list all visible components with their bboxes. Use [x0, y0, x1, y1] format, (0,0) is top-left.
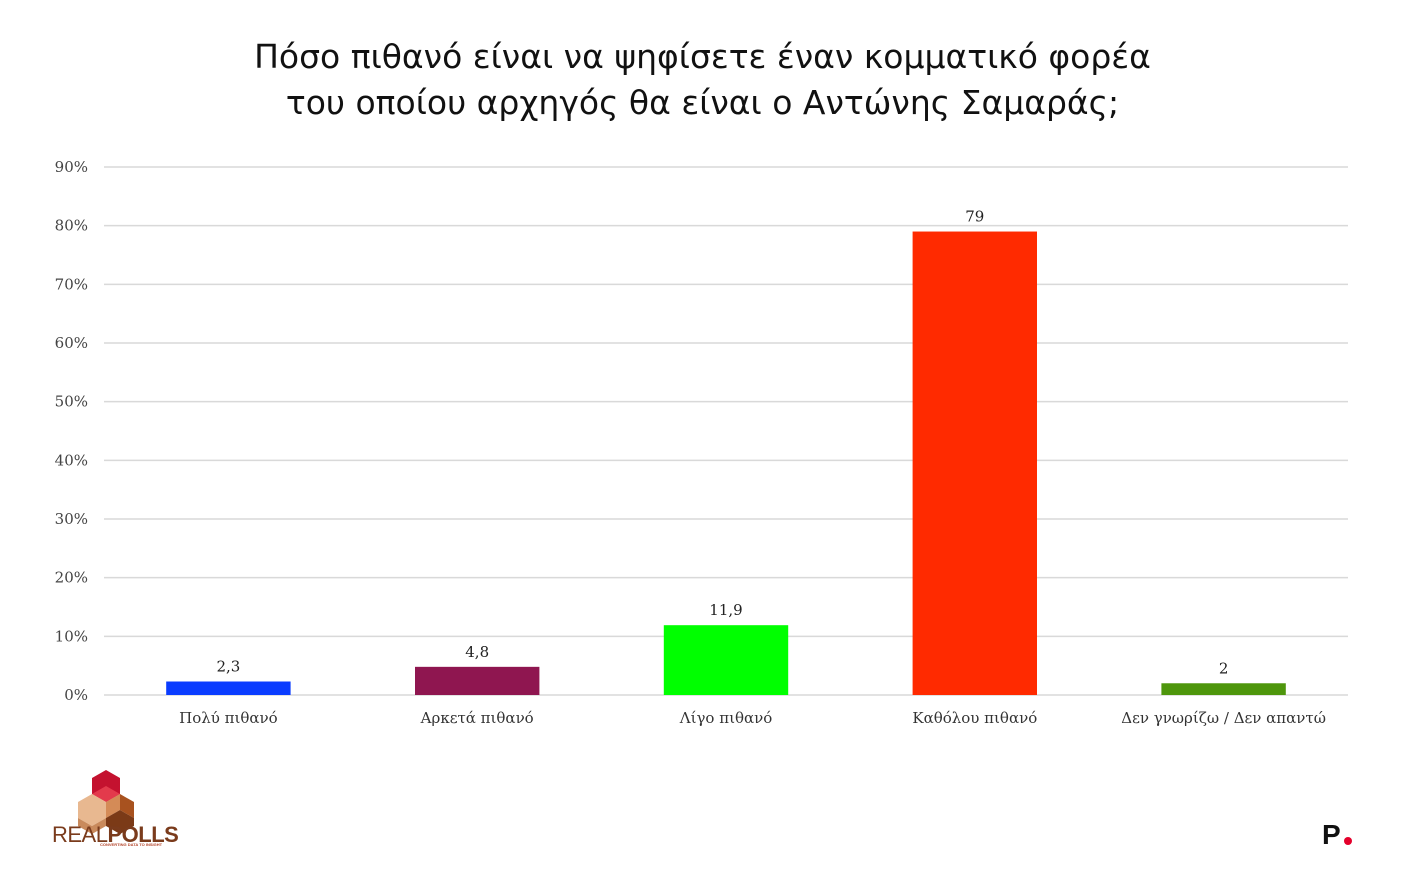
y-tick-label: 80% — [55, 217, 88, 235]
publisher-mark: P — [1322, 820, 1341, 848]
chart-title: Πόσο πιθανό είναι να ψηφίσετε έναν κομμα… — [0, 34, 1405, 126]
data-label: 4,8 — [465, 643, 489, 661]
y-tick-label: 50% — [55, 393, 88, 411]
data-label: 2,3 — [216, 658, 240, 676]
realpolls-logo-icon — [78, 770, 134, 834]
logo-tagline: CONVERTING DATA TO INSIGHT — [100, 842, 163, 847]
x-category-label: Καθόλου πιθανό — [912, 709, 1037, 727]
bar — [663, 625, 789, 695]
bar — [912, 231, 1037, 696]
x-category-label: Λίγο πιθανό — [679, 709, 773, 727]
logo-name-light: REAL — [52, 822, 108, 847]
x-category-label: Πολύ πιθανό — [179, 709, 278, 727]
chart-title-line-2: του οποίου αρχηγός θα είναι ο Αντώνης Σα… — [285, 83, 1120, 122]
data-label: 2 — [1219, 659, 1229, 677]
data-label: 79 — [965, 208, 984, 226]
y-tick-label: 70% — [55, 275, 88, 293]
x-category-label: Δεν γνωρίζω / Δεν απαντώ — [1121, 709, 1326, 727]
publisher-dot-icon — [1344, 837, 1352, 845]
chart-title-line-1: Πόσο πιθανό είναι να ψηφίσετε έναν κομμα… — [254, 37, 1151, 76]
y-tick-label: 90% — [55, 158, 88, 176]
y-tick-label: 10% — [55, 627, 88, 645]
bar-chart: 0% 10% 20% 30% 40% 50% 60% 70% 80% 90% 2,3 Πολύ πιθ… — [55, 158, 1348, 727]
bar — [1161, 683, 1286, 695]
realpolls-logo-text: REALPOLLS — [52, 822, 179, 848]
data-label: 11,9 — [709, 601, 742, 619]
y-tick-label: 60% — [55, 334, 88, 352]
y-tick-label: 30% — [55, 510, 88, 528]
publisher-logo-icon: P — [1322, 820, 1352, 848]
bar — [415, 666, 540, 695]
x-category-label: Αρκετά πιθανό — [420, 709, 534, 727]
y-tick-label: 20% — [55, 569, 88, 587]
bar — [166, 681, 291, 695]
logo-name-bold: POLLS — [107, 822, 179, 847]
y-tick-label: 40% — [55, 451, 88, 469]
y-tick-label: 0% — [64, 686, 88, 704]
